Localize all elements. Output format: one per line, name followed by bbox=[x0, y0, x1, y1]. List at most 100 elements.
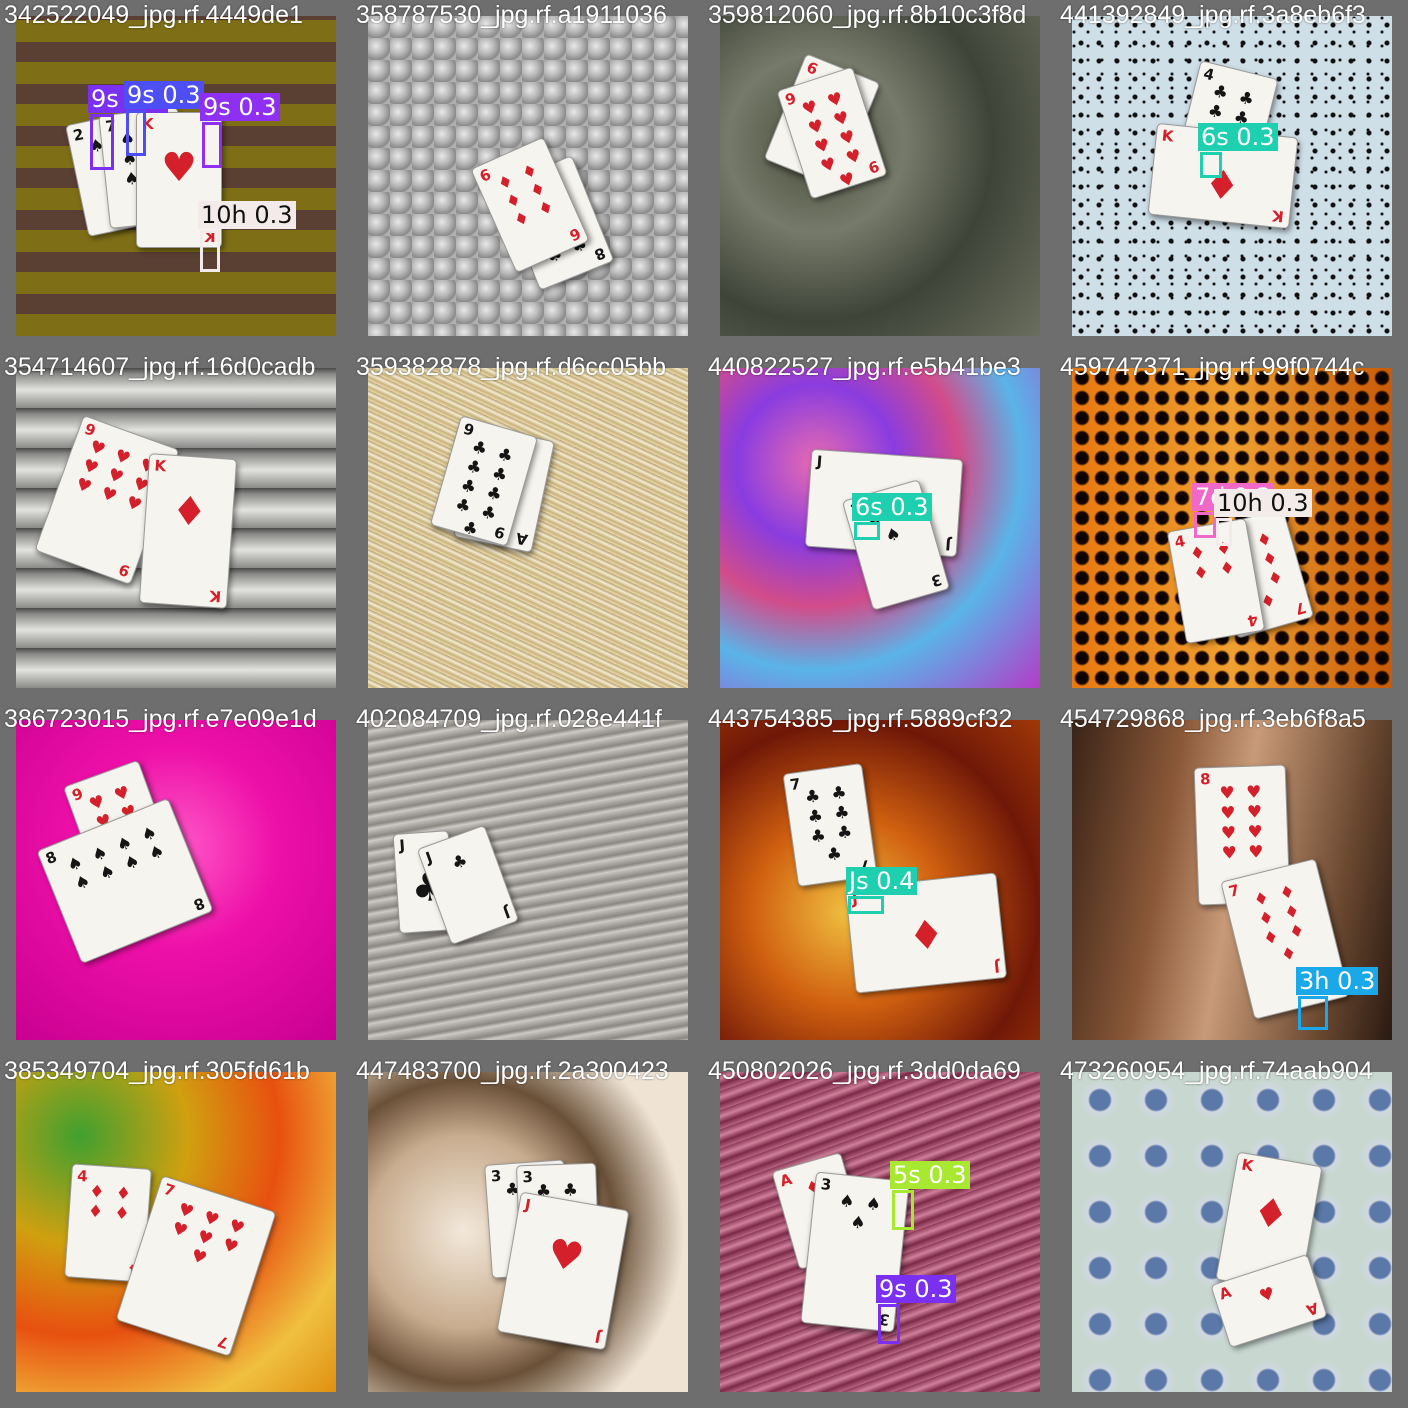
detection-box bbox=[202, 122, 222, 168]
tile-photo: 4♣ ♣ ♣ ♣4K♦K6s 0.3 bbox=[1072, 16, 1392, 336]
tile-photo: 2♠ ♠27♠ ♠ ♠ ♠ ♠ ♠ ♠7K♥K9s 0.39s 0.39s 0.… bbox=[16, 16, 336, 336]
tile-filename: 359812060_jpg.rf.8b10c3f8d bbox=[708, 1, 1027, 29]
card-suit-pips: ♣ bbox=[449, 850, 471, 875]
result-tile: 6♥ ♥ ♥ ♥ ♥ ♥69♥ ♥ ♥ ♥ ♥ ♥ ♥ ♥ ♥935981206… bbox=[704, 0, 1056, 352]
tile-photo: K♦KA♥A bbox=[1072, 1072, 1392, 1392]
result-tile: J♠J3♠ ♠ ♠36s 0.3440822527_jpg.rf.e5b41be… bbox=[704, 352, 1056, 704]
detection-box bbox=[854, 522, 880, 540]
result-tile: 9♥ ♥ ♥ ♥ ♥ ♥ ♥ ♥ ♥98♠ ♠ ♠ ♠ ♠ ♠ ♠ ♠83867… bbox=[0, 704, 352, 1056]
tile-filename: 447483700_jpg.rf.2a300423 bbox=[356, 1057, 669, 1085]
card-rank: K bbox=[142, 115, 154, 133]
detection-box bbox=[1200, 152, 1222, 178]
detection-label: 10h 0.3 bbox=[198, 201, 296, 229]
card-rank-corner: J bbox=[945, 535, 952, 554]
result-tile: A♦A3♠ ♠ ♠35s 0.39s 0.3450802026_jpg.rf.3… bbox=[704, 1056, 1056, 1408]
detection-box bbox=[1194, 512, 1216, 538]
card-suit-pips: ♥ ♥ ♥ ♥ ♥ ♥ ♥ bbox=[169, 1199, 247, 1270]
card-suit-pips: ♥ bbox=[543, 1230, 588, 1282]
result-tile: 4♣ ♣ ♣ ♣4K♦K6s 0.3441392849_jpg.rf.3a8eb… bbox=[1056, 0, 1408, 352]
playing-card: J ♥ J bbox=[496, 1191, 630, 1351]
result-tile: 8♥ ♥ ♥ ♥ ♥ ♥ ♥ ♥87♦ ♦ ♦ ♦ ♦ ♦ ♦73h 0.345… bbox=[1056, 704, 1408, 1056]
tile-photo: J♠J3♠ ♠ ♠36s 0.3 bbox=[720, 368, 1040, 688]
card-suit-pips: ♦ ♦ ♦ ♦ bbox=[1188, 537, 1237, 585]
detection-box bbox=[1298, 996, 1328, 1030]
card-rank-corner: 8 bbox=[190, 893, 207, 915]
result-tile: A♣A9♣ ♣ ♣ ♣ ♣ ♣ ♣ ♣ ♣9359382878_jpg.rf.d… bbox=[352, 352, 704, 704]
tile-filename: 443754385_jpg.rf.5889cf32 bbox=[708, 705, 1013, 733]
card-rank-corner: K bbox=[1271, 206, 1286, 226]
card-rank-corner: A bbox=[514, 528, 530, 549]
playing-card: K♦K bbox=[138, 453, 238, 609]
tile-filename: 441392849_jpg.rf.3a8eb6f3 bbox=[1060, 1, 1366, 29]
card-suit-pips: ♠ ♠ ♠ ♠ ♠ ♠ ♠ ♠ bbox=[64, 822, 168, 896]
card-rank: J bbox=[523, 1195, 533, 1215]
result-tile: 4♦ ♦ ♦ ♦47♥ ♥ ♥ ♥ ♥ ♥ ♥7385349704_jpg.rf… bbox=[0, 1056, 352, 1408]
card-rank-corner: J bbox=[593, 1327, 603, 1347]
tile-photo: 9♥ ♥ ♥ ♥ ♥ ♥ ♥ ♥ ♥98♠ ♠ ♠ ♠ ♠ ♠ ♠ ♠8 bbox=[16, 720, 336, 1040]
tile-filename: 386723015_jpg.rf.e7e09e1d bbox=[4, 705, 317, 733]
card-rank: J bbox=[816, 452, 823, 471]
card-suit-pips: ♥ bbox=[161, 145, 197, 191]
detection-box bbox=[200, 230, 220, 272]
detection-box bbox=[848, 896, 884, 914]
result-tile: 8♣ ♣ ♣ ♣ ♣ ♣ ♣ ♣86♦ ♦ ♦ ♦ ♦ ♦6358787530_… bbox=[352, 0, 704, 352]
card-rank-corner: 9 bbox=[865, 156, 882, 178]
tile-photo: 8♣ ♣ ♣ ♣ ♣ ♣ ♣ ♣86♦ ♦ ♦ ♦ ♦ ♦6 bbox=[368, 16, 688, 336]
detection-box bbox=[878, 1304, 900, 1344]
detection-label: 10h 0.3 bbox=[1214, 489, 1312, 517]
tile-photo: A♣A9♣ ♣ ♣ ♣ ♣ ♣ ♣ ♣ ♣9 bbox=[368, 368, 688, 688]
detection-box bbox=[1216, 518, 1232, 546]
detection-box bbox=[892, 1190, 914, 1230]
detection-label: 6s 0.3 bbox=[852, 493, 932, 521]
playing-card: 7♦ ♦ ♦ ♦ ♦ ♦ ♦7 bbox=[1220, 858, 1350, 1020]
card-suit-pips: ♣ ♣ ♣ ♣ ♣ ♣ ♣ bbox=[803, 782, 854, 866]
card-rank-corner: K bbox=[209, 586, 223, 606]
tile-filename: 450802026_jpg.rf.3dd0da69 bbox=[708, 1057, 1021, 1085]
tile-photo: 4♦ ♦ ♦ ♦47♥ ♥ ♥ ♥ ♥ ♥ ♥7 bbox=[16, 1072, 336, 1392]
detection-box bbox=[126, 110, 146, 156]
tile-photo: 3♣ ♣ ♣33♣ ♣ ♣3J♥J bbox=[368, 1072, 688, 1392]
card-rank: 8 bbox=[43, 847, 60, 869]
result-tile: 9 ♥ ♥ ♥ ♥ ♥ ♥ ♥ ♥ ♥ 9 K ♦ K 354714607_jpg.rf.1… bbox=[0, 352, 352, 704]
detection-label: 3h 0.3 bbox=[1296, 967, 1379, 995]
card-rank-corner: A bbox=[1304, 1298, 1322, 1320]
card-rank: 6 bbox=[803, 58, 821, 79]
tile-photo: 7 ♣ ♣ ♣ ♣ ♣ ♣ ♣ 7 J ♦ J Js 0.4 bbox=[720, 720, 1040, 1040]
result-tile: 2♠ ♠27♠ ♠ ♠ ♠ ♠ ♠ ♠7K♥K9s 0.39s 0.39s 0.… bbox=[0, 0, 352, 352]
tile-filename: 454729868_jpg.rf.3eb6f8a5 bbox=[1060, 705, 1366, 733]
card-rank-corner: 7 bbox=[1292, 598, 1308, 619]
tile-filename: 473260954_jpg.rf.74aab904 bbox=[1060, 1057, 1373, 1085]
detection-box bbox=[90, 114, 114, 170]
card-rank-corner: J bbox=[501, 902, 513, 922]
card-rank-corner: J bbox=[993, 957, 1001, 976]
tile-filename: 342522049_jpg.rf.4449de1 bbox=[4, 1, 303, 29]
detection-label: 6s 0.3 bbox=[1198, 123, 1278, 151]
detection-label: Js 0.4 bbox=[846, 867, 918, 895]
tile-photo: A♦A3♠ ♠ ♠35s 0.39s 0.3 bbox=[720, 1072, 1040, 1392]
card-suit-pips: ♦ bbox=[169, 487, 209, 537]
card-rank: 6 bbox=[476, 165, 494, 186]
tile-filename: 359382878_jpg.rf.d6cc05bb bbox=[356, 353, 666, 381]
playing-card: K ♥ K bbox=[136, 112, 222, 248]
card-rank: J bbox=[398, 836, 406, 855]
card-rank: J bbox=[423, 848, 435, 868]
card-rank-corner: 7 bbox=[214, 1331, 231, 1353]
tile-filename: 440822527_jpg.rf.e5b41be3 bbox=[708, 353, 1021, 381]
card-suit-pips: ♦ ♦ ♦ ♦ bbox=[87, 1181, 132, 1225]
tile-photo: J♣JJ♣J bbox=[368, 720, 688, 1040]
card-rank-corner: 9 bbox=[115, 559, 132, 581]
card-suit-pips: ♥ ♥ ♥ ♥ ♥ ♥ ♥ ♥ ♥ bbox=[799, 88, 865, 193]
card-rank-corner: 8 bbox=[591, 243, 608, 265]
card-rank-corner: 4 bbox=[1245, 610, 1259, 631]
card-rank-corner: 6 bbox=[566, 224, 584, 245]
detection-label: 9s 0.3 bbox=[124, 81, 204, 109]
card-rank: 9 bbox=[69, 784, 86, 805]
card-suit-pips: ♦ bbox=[1201, 161, 1243, 211]
card-rank-corner: 3 bbox=[928, 570, 944, 591]
card-suit-pips: ♦ ♦ ♦ ♦ ♦ ♦ bbox=[494, 159, 558, 232]
card-suit-pips: ♥ bbox=[1256, 1283, 1278, 1308]
